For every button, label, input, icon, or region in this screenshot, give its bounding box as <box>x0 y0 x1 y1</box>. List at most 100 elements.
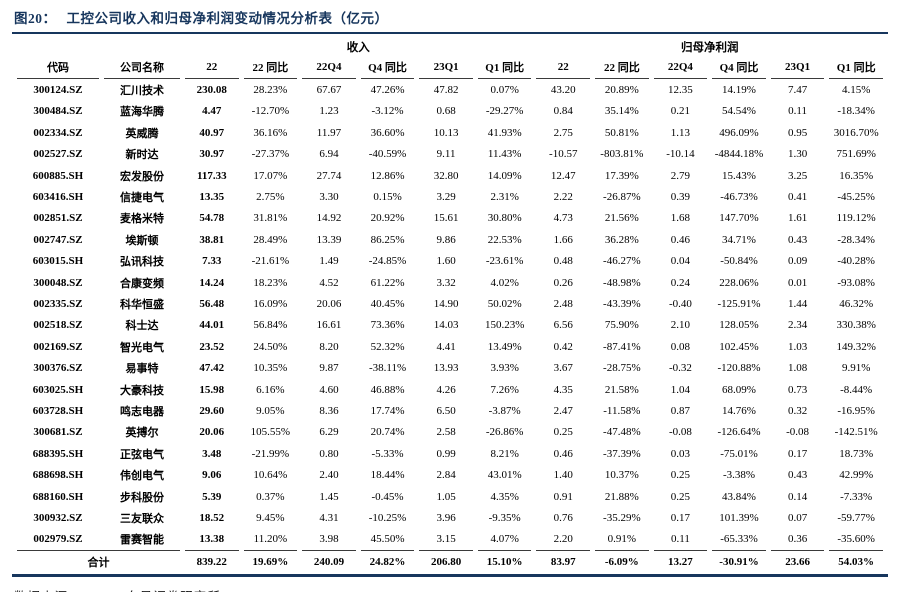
cell-rev-22: 5.39 <box>202 490 222 503</box>
cell-np-23q1: 0.07 <box>787 511 808 524</box>
table-row: 002169.SZ 智光电气 23.52 24.50% 8.20 52.32% 4.41 13… <box>17 336 883 357</box>
cell-rev-23q1: 14.90 <box>433 297 459 310</box>
cell-rev-q4-yoy: -10.25% <box>368 511 407 524</box>
cell-rev-22q4: 20.06 <box>316 297 342 310</box>
cell-company: 三友联众 <box>120 512 164 525</box>
cell-rev-22q4: 6.94 <box>319 148 339 161</box>
cell-np-22-yoy: -37.39% <box>603 447 641 460</box>
cell-np-q4-yoy: -126.64% <box>717 426 761 439</box>
total-cell-rev-22-yoy: 19.69% <box>243 549 298 574</box>
table-row: 300932.SZ 三友联众 18.52 9.45% 4.31 -10.25% 3.96 -9… <box>17 507 883 528</box>
cell-np-22q4: -10.14 <box>666 148 695 161</box>
cell-np-22-yoy: -803.81% <box>600 148 644 161</box>
cell-np-23q1: 0.36 <box>787 533 808 546</box>
cell-np-22q4: 0.25 <box>670 490 691 503</box>
column-header-np-23q1: 23Q1 <box>770 56 825 80</box>
cell-np-22q4: -0.08 <box>668 426 692 439</box>
cell-np-q1-yoy: 42.99% <box>839 469 874 482</box>
cell-np-23q1: 0.43 <box>787 469 808 482</box>
cell-code: 002335.SZ <box>33 297 83 310</box>
cell-np-22: 0.84 <box>553 105 573 118</box>
cell-np-22q4: 2.79 <box>670 169 691 182</box>
table-row: 002335.SZ 科华恒盛 56.48 16.09% 20.06 40.45% 14.90… <box>17 293 883 314</box>
cell-company: 英搏尔 <box>125 427 159 440</box>
cell-rev-22: 20.06 <box>199 426 225 439</box>
cell-rev-23q1: 4.41 <box>436 340 456 353</box>
cell-np-q4-yoy: 14.19% <box>722 84 756 97</box>
cell-rev-22-yoy: 24.50% <box>253 340 288 353</box>
cell-np-q4-yoy: -120.88% <box>717 362 761 375</box>
cell-rev-q1-yoy: 150.23% <box>484 319 525 332</box>
total-cell-np-q4-yoy: -30.91% <box>712 549 766 574</box>
column-header-rev-23q1: 23Q1 <box>419 56 473 80</box>
cell-rev-22: 23.52 <box>199 340 225 353</box>
cell-rev-q4-yoy: 47.26% <box>370 84 405 97</box>
table-row: 002527.SZ 新时达 30.97 -27.37% 6.94 -40.59% 9.11 1… <box>17 144 883 165</box>
cell-code: 002747.SZ <box>33 233 83 246</box>
cell-rev-q1-yoy: 4.35% <box>490 490 519 503</box>
cell-np-22-yoy: 75.90% <box>604 319 639 332</box>
cell-np-22-yoy: 10.37% <box>604 469 639 482</box>
column-header-np-q1-yoy: Q1 同比 <box>829 56 883 80</box>
cell-np-q4-yoy: 102.45% <box>719 340 759 353</box>
cell-rev-q4-yoy: -38.11% <box>368 362 407 375</box>
cell-np-q4-yoy: 15.43% <box>722 169 756 182</box>
cell-np-q4-yoy: 43.84% <box>722 490 756 503</box>
cell-rev-q1-yoy: -3.87% <box>488 404 521 417</box>
cell-rev-23q1: 2.58 <box>436 426 456 439</box>
cell-np-q4-yoy: -75.01% <box>720 447 758 460</box>
cell-np-22: 0.76 <box>553 511 573 524</box>
cell-company: 科士达 <box>125 320 159 333</box>
cell-np-23q1: 1.30 <box>787 148 808 161</box>
table-row: 603015.SH 弘讯科技 7.33 -21.61% 1.49 -24.85% 1.60 -… <box>17 251 883 272</box>
cell-rev-22-yoy: 6.16% <box>256 383 285 396</box>
cell-np-q1-yoy: 330.38% <box>836 319 876 332</box>
cell-rev-q1-yoy: 4.07% <box>490 533 519 546</box>
cell-np-23q1: 0.73 <box>787 383 808 396</box>
total-row: 合计 839.22 19.69% 240.09 24.82% 206.80 15.10% 83… <box>17 549 883 574</box>
cell-code: 688698.SH <box>32 469 84 482</box>
cell-rev-22: 38.81 <box>199 233 225 246</box>
table-row: 002334.SZ 英威腾 40.97 36.16% 11.97 36.60% 10.13 4… <box>17 122 883 143</box>
cell-rev-22-yoy: 31.81% <box>253 212 288 225</box>
cell-rev-22q4: 1.49 <box>319 255 339 268</box>
cell-rev-22q4: 11.97 <box>316 126 342 139</box>
cell-np-q1-yoy: 4.15% <box>841 84 871 97</box>
cell-np-22q4: 0.87 <box>670 404 691 417</box>
cell-np-q4-yoy: 34.71% <box>722 233 756 246</box>
cell-rev-23q1: 9.11 <box>436 148 456 161</box>
table-row: 688395.SH 正弦电气 3.48 -21.99% 0.80 -5.33% 0.99 8.… <box>17 443 883 464</box>
cell-company: 鸣志电器 <box>120 405 164 418</box>
cell-rev-22: 14.24 <box>199 276 225 289</box>
cell-np-q1-yoy: -40.28% <box>837 255 875 268</box>
cell-code: 688160.SH <box>32 490 84 503</box>
table-row: 688160.SH 步科股份 5.39 0.37% 1.45 -0.45% 1.05 4.35… <box>17 486 883 507</box>
cell-np-22: 0.26 <box>553 276 573 289</box>
cell-np-q4-yoy: 54.54% <box>722 105 756 118</box>
table-row: 002979.SZ 雷赛智能 13.38 11.20% 3.98 45.50% 3.15 4.… <box>17 529 883 550</box>
cell-np-22: 4.35 <box>553 383 573 396</box>
column-header-np-22-yoy: 22 同比 <box>595 56 649 80</box>
cell-np-23q1: 0.41 <box>787 191 808 204</box>
cell-rev-q1-yoy: 30.80% <box>487 212 522 225</box>
column-header-row: 代码 公司名称 22 22 同比 22Q4 Q4 同比 23Q1 Q1 同比 22 22 同比 22… <box>17 56 883 80</box>
cell-rev-22q4: 6.29 <box>319 426 339 439</box>
cell-rev-22-yoy: 36.16% <box>253 126 288 139</box>
cell-np-22q4: 0.17 <box>670 511 691 524</box>
cell-np-22: 0.48 <box>553 255 573 268</box>
cell-np-q1-yoy: -35.60% <box>837 533 875 546</box>
cell-code: 002979.SZ <box>33 533 83 546</box>
cell-code: 300124.SZ <box>33 84 83 97</box>
cell-np-22: 3.67 <box>553 362 573 375</box>
cell-np-23q1: 0.14 <box>787 490 808 503</box>
total-label: 合计 <box>17 549 180 574</box>
cell-code: 603015.SH <box>32 255 84 268</box>
cell-code: 300376.SZ <box>33 362 83 375</box>
cell-rev-23q1: 32.80 <box>433 169 459 182</box>
cell-np-23q1: 0.01 <box>787 276 808 289</box>
cell-rev-23q1: 3.15 <box>436 533 456 546</box>
cell-code: 603025.SH <box>32 383 84 396</box>
cell-rev-22: 44.01 <box>199 319 225 332</box>
table-row: 600885.SH 宏发股份 117.33 17.07% 27.74 12.86% 32.8… <box>17 165 883 186</box>
cell-rev-22-yoy: -27.37% <box>251 148 290 161</box>
